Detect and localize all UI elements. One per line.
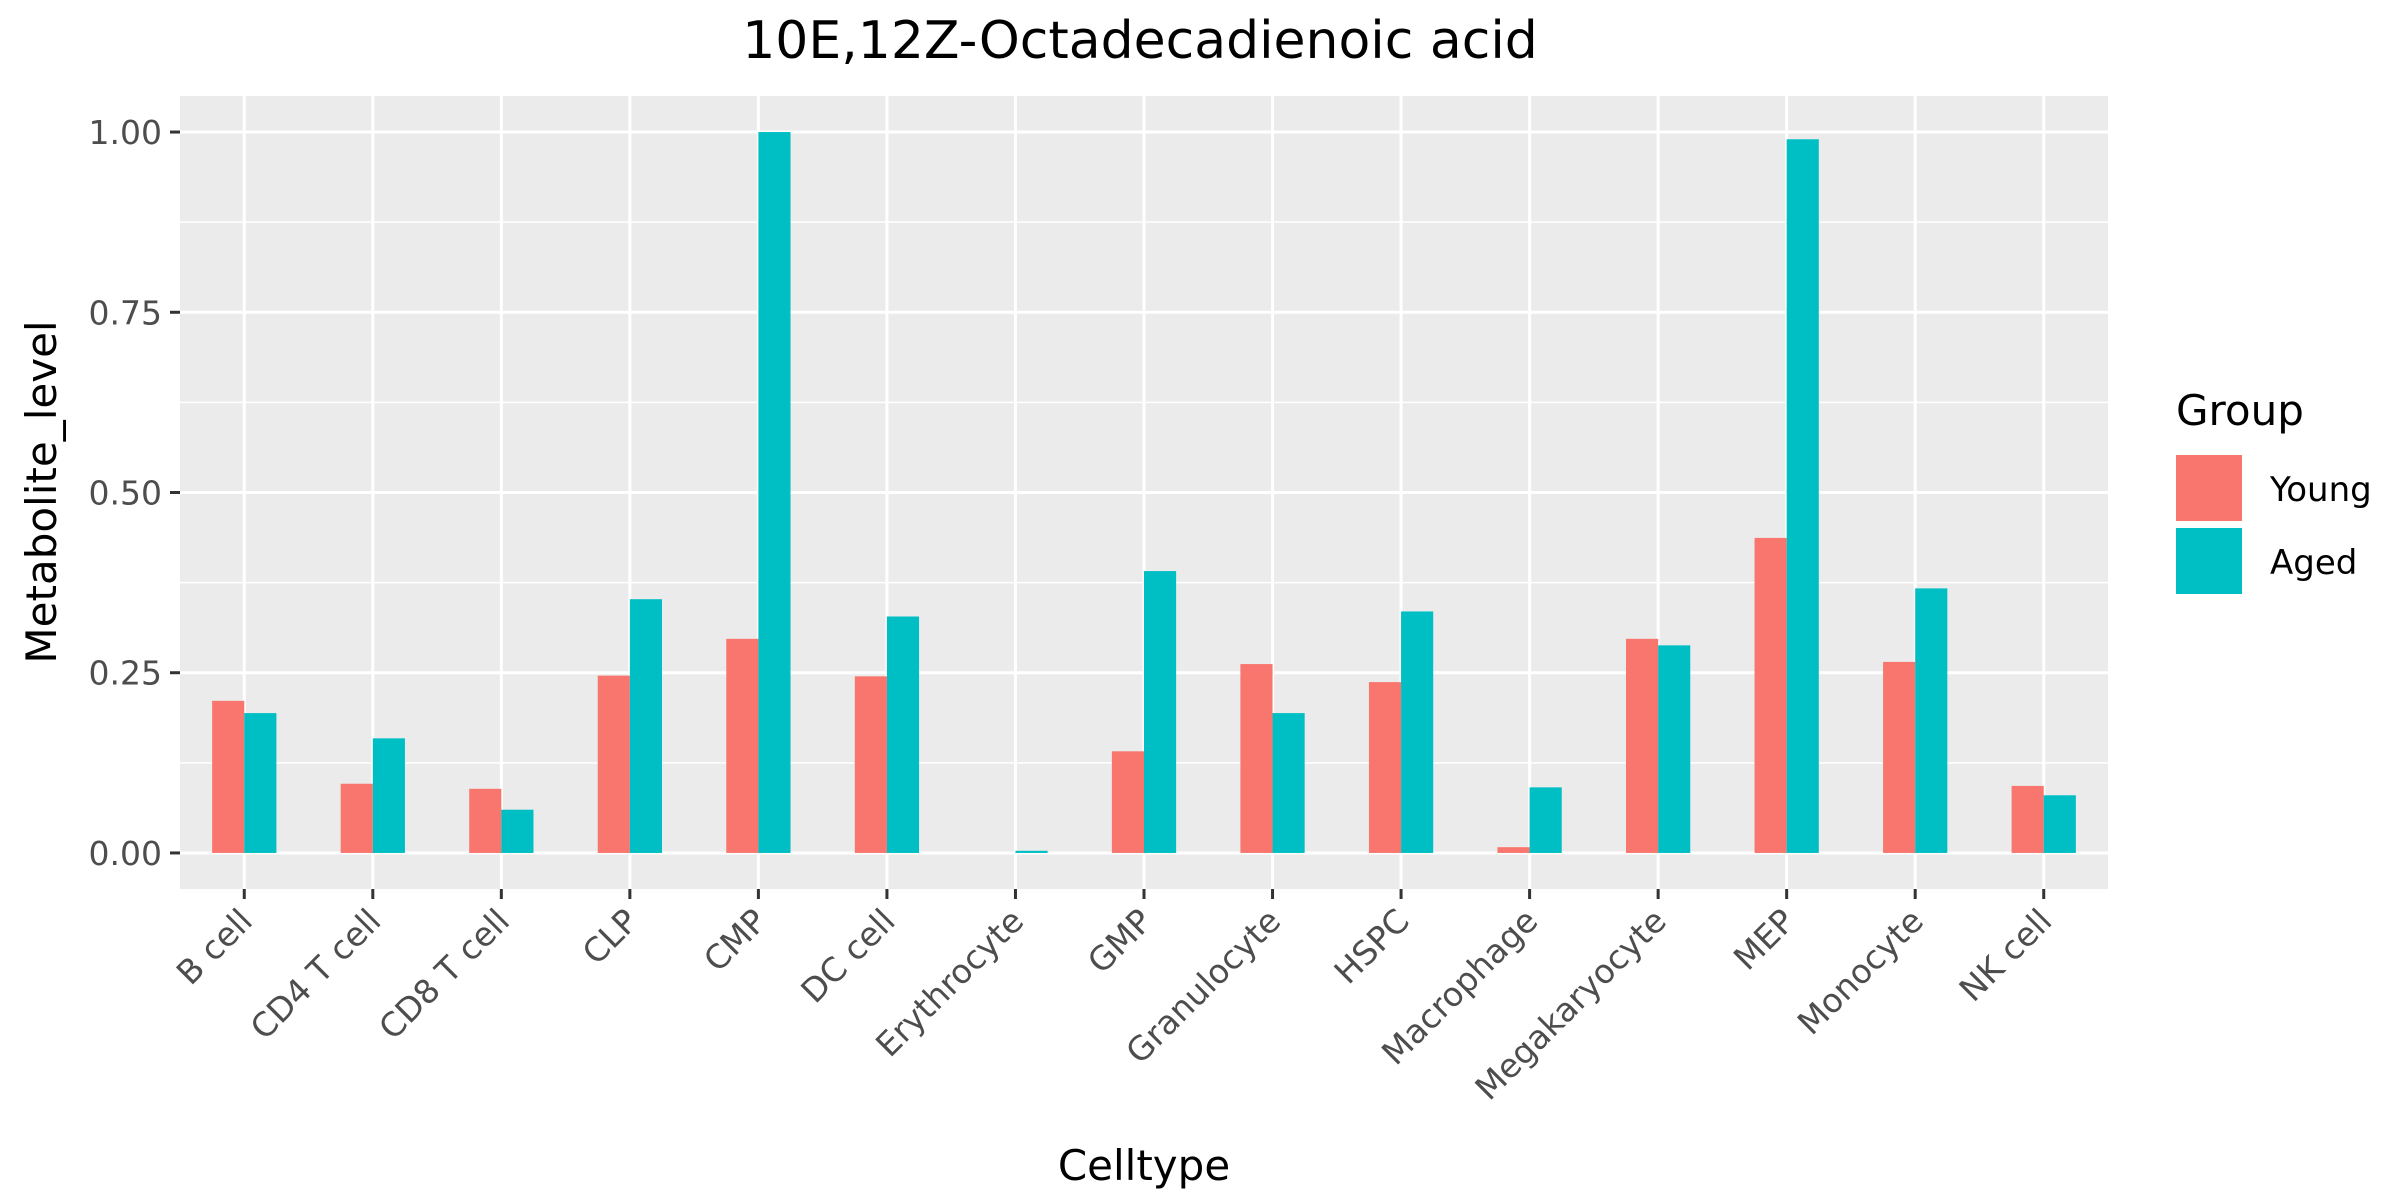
x-tick-label: CMP [696,901,774,979]
bar-young-cmp [726,638,759,853]
bar-young-nk-cell [2011,785,2044,853]
bar-aged-monocyte [1915,588,1948,853]
bar-aged-nk-cell [2043,795,2076,853]
x-tick-label: NK cell [1951,901,2059,1009]
bar-aged-clp [629,599,662,853]
legend: Group Young Aged [2176,386,2372,594]
bar-young-mep [1754,537,1787,853]
bar-young-macrophage [1497,847,1530,853]
bar-young-gmp [1111,751,1144,853]
bar-young-b-cell [212,700,245,853]
y-tick-label: 0.25 [89,654,162,693]
legend-label-young: Young [2269,470,2372,510]
x-tick-label: CD4 T cell [243,901,389,1047]
y-tick-label: 1.00 [89,113,162,152]
y-axis: 0.00 0.25 0.50 0.75 1.00 [89,113,180,873]
bar-young-dc-cell [854,676,887,853]
x-tick-label: Monocyte [1790,901,1931,1042]
bar-young-cd8-t-cell [469,788,502,853]
bar-aged-cd4-t-cell [372,738,405,853]
bar-aged-macrophage [1529,787,1562,853]
y-tick-label: 0.00 [89,834,162,873]
x-tick-label: HSPC [1326,901,1416,991]
bar-young-megakaryocyte [1626,638,1659,853]
legend-key-young [2176,455,2242,521]
bar-young-cd4-t-cell [340,783,373,853]
legend-title: Group [2176,386,2304,435]
bar-aged-mep [1786,139,1819,853]
bar-aged-cmp [758,132,791,853]
x-tick-label: CLP [575,901,646,972]
y-axis-title: Metabolite_level [17,320,66,663]
legend-key-aged [2176,528,2242,594]
bar-aged-megakaryocyte [1658,645,1691,853]
legend-label-aged: Aged [2270,543,2357,583]
bar-aged-cd8-t-cell [501,809,534,853]
bar-young-hspc [1368,682,1402,853]
bar-aged-b-cell [244,713,277,853]
bar-aged-hspc [1401,611,1434,853]
bar-aged-granulocyte [1272,713,1305,853]
x-tick-label: GMP [1080,901,1160,981]
bar-aged-gmp [1144,571,1177,853]
x-tick-label: B cell [169,901,260,992]
chart-title: 10E,12Z-Octadecadienoic acid [742,11,1538,71]
x-tick-label: CD8 T cell [371,901,517,1047]
y-tick-label: 0.50 [89,474,162,513]
bar-aged-erythrocyte [1015,850,1048,853]
bar-aged-dc-cell [886,616,920,853]
x-tick-label: MEP [1726,901,1803,978]
x-tick-label: DC cell [793,901,902,1010]
bar-young-monocyte [1883,661,1916,853]
y-tick-label: 0.75 [89,293,162,332]
x-axis-title: Celltype [1058,1141,1230,1190]
bar-young-clp [597,675,630,853]
bars [212,132,2076,853]
bar-young-granulocyte [1240,664,1273,853]
